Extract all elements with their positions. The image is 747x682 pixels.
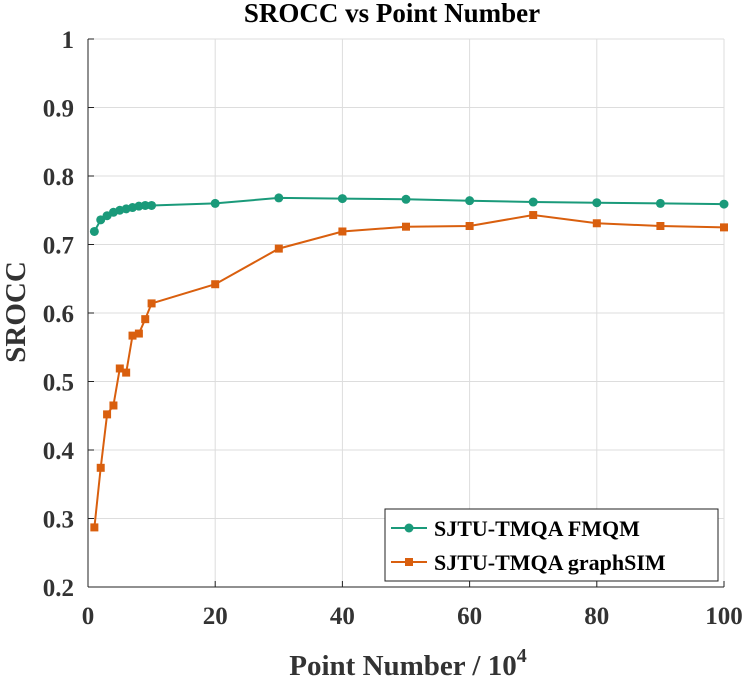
data-point	[147, 299, 156, 308]
legend-label: SJTU-TMQA FMQM	[434, 516, 640, 541]
legend-label: SJTU-TMQA graphSIM	[434, 550, 666, 575]
data-point	[96, 463, 105, 472]
legend-items: SJTU-TMQA FMQM SJTU-TMQA graphSIM	[391, 516, 666, 575]
data-point	[90, 523, 99, 532]
x-axis-label-superscript: 4	[517, 645, 527, 667]
legend-box	[384, 508, 719, 582]
data-point	[115, 364, 124, 373]
data-point	[96, 215, 106, 225]
y-tick-label: 1	[62, 27, 75, 54]
x-tick-label: 80	[584, 603, 609, 630]
axes	[87, 38, 725, 588]
data-point	[211, 280, 220, 289]
y-tick-label: 0.5	[43, 370, 74, 397]
data-point	[529, 211, 538, 220]
data-point	[528, 197, 538, 207]
grid-lines	[87, 38, 725, 588]
data-point	[109, 401, 118, 410]
legend-swatch-marker	[405, 558, 413, 566]
data-point	[89, 226, 99, 236]
chart-title: SROCC vs Point Number	[244, 0, 540, 28]
data-point	[103, 410, 112, 419]
x-tick-label: 0	[82, 603, 95, 630]
data-point	[210, 198, 220, 208]
x-tick-label: 40	[330, 603, 355, 630]
y-tick-label: 0.6	[43, 301, 74, 328]
legend-entry: SJTU-TMQA graphSIM	[391, 550, 666, 575]
data-point	[465, 196, 475, 206]
series-1	[89, 193, 729, 236]
data-point	[720, 223, 728, 232]
y-tick-label: 0.8	[43, 164, 74, 191]
data-point	[141, 315, 150, 324]
y-tick-label: 0.2	[43, 575, 74, 602]
data-point	[402, 222, 410, 231]
y-tick-label: 0.3	[43, 507, 74, 534]
series-2	[90, 211, 728, 532]
legend: SJTU-TMQA FMQM SJTU-TMQA graphSIM	[384, 508, 719, 582]
legend-swatch-marker	[404, 523, 414, 533]
x-tick-labels: 0 20 40 60 80 100	[82, 603, 743, 630]
data-point	[147, 200, 157, 210]
x-tick-label: 20	[203, 603, 228, 630]
data-point	[274, 193, 284, 203]
data-point	[274, 244, 283, 253]
y-tick-label: 0.7	[43, 233, 74, 260]
data-point	[465, 222, 474, 231]
legend-entry: SJTU-TMQA FMQM	[391, 516, 640, 541]
series-line	[93, 213, 725, 528]
data-point	[122, 368, 131, 377]
data-point	[338, 227, 347, 236]
data-point	[719, 199, 729, 209]
data-point	[655, 198, 665, 208]
data-point	[337, 194, 347, 204]
data-point	[140, 200, 150, 210]
x-tick-label: 60	[457, 603, 482, 630]
data-point	[656, 222, 665, 231]
y-axis-label: SROCC	[0, 261, 32, 363]
y-tick-labels: 0.2 0.3 0.4 0.5 0.6 0.7 0.8 0.9 1	[43, 27, 75, 602]
series-layer	[89, 193, 729, 532]
x-tick-label: 100	[705, 603, 743, 630]
data-point	[128, 331, 137, 340]
y-tick-label: 0.9	[43, 96, 74, 123]
data-point	[592, 198, 602, 208]
x-axis-label-text: Point Number / 10	[289, 650, 516, 682]
data-point	[592, 219, 601, 228]
data-point	[401, 194, 411, 204]
data-point	[134, 329, 143, 338]
x-axis-label: Point Number / 104	[289, 645, 526, 682]
y-tick-label: 0.4	[43, 438, 75, 465]
